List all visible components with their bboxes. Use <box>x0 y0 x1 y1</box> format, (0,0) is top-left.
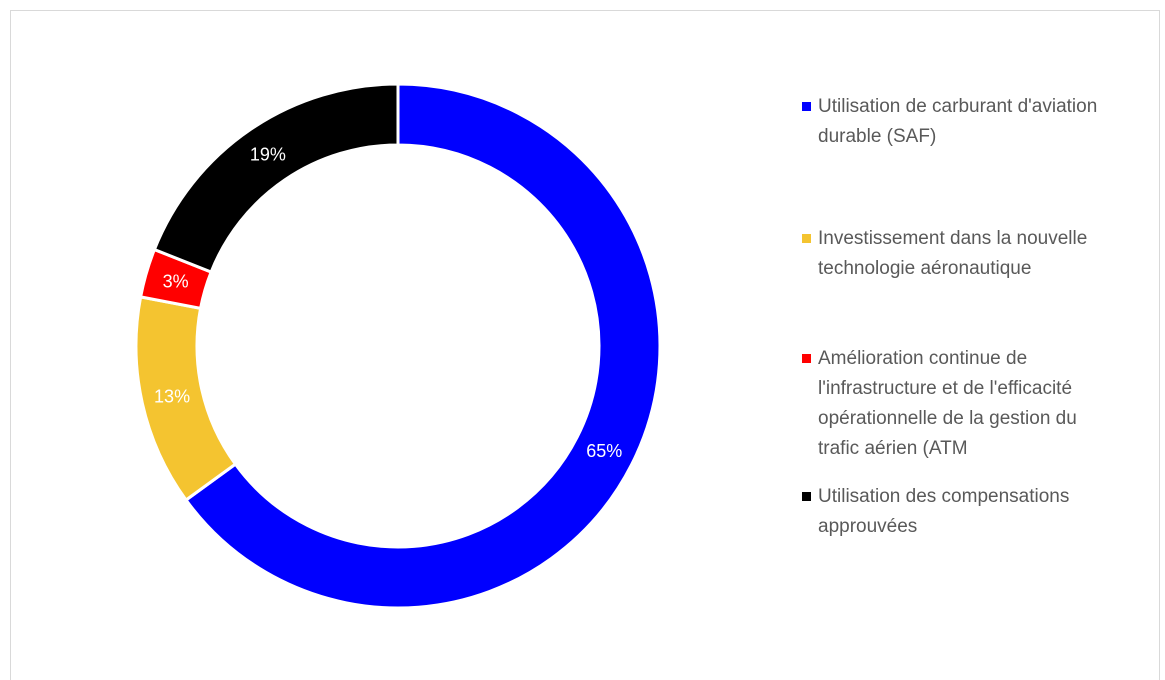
legend-text: Utilisation de carburant d'aviation <box>818 96 1098 117</box>
slice-label-2: 3% <box>163 271 189 291</box>
slice-label-0: 65% <box>586 441 622 461</box>
chart-frame <box>10 10 1160 680</box>
donut-slice-3 <box>152 82 400 274</box>
legend-text: Amélioration continue de <box>818 348 1028 369</box>
legend-text: approuvées <box>818 516 918 537</box>
legend-swatch <box>802 102 811 111</box>
legend-text: durable (SAF) <box>818 126 937 147</box>
legend-text: opérationnelle de la gestion du <box>818 408 1077 429</box>
legend-text: technologie aéronautique <box>818 258 1032 279</box>
legend-text: Utilisation des compensations <box>818 486 1070 507</box>
legend-text: Investissement dans la nouvelle <box>818 228 1088 249</box>
donut-slice-0 <box>183 82 662 610</box>
slice-label-3: 19% <box>250 145 286 165</box>
legend-item-1: Investissement dans la nouvelle technolog… <box>800 224 1145 284</box>
legend-swatch <box>802 492 811 501</box>
legend-text: l'infrastructure et de l'efficacité <box>818 378 1073 399</box>
legend-swatch <box>802 354 811 363</box>
legend-item-0: Utilisation de carburant d'aviation durab… <box>800 92 1145 152</box>
legend-swatch <box>802 234 811 243</box>
legend-item-2: Amélioration continue de l'infrastructure… <box>800 344 1145 464</box>
slice-label-1: 13% <box>154 387 190 407</box>
legend-text: trafic aérien (ATM <box>818 438 968 459</box>
legend-item-3: Utilisation des compensations approuvées <box>800 482 1145 542</box>
